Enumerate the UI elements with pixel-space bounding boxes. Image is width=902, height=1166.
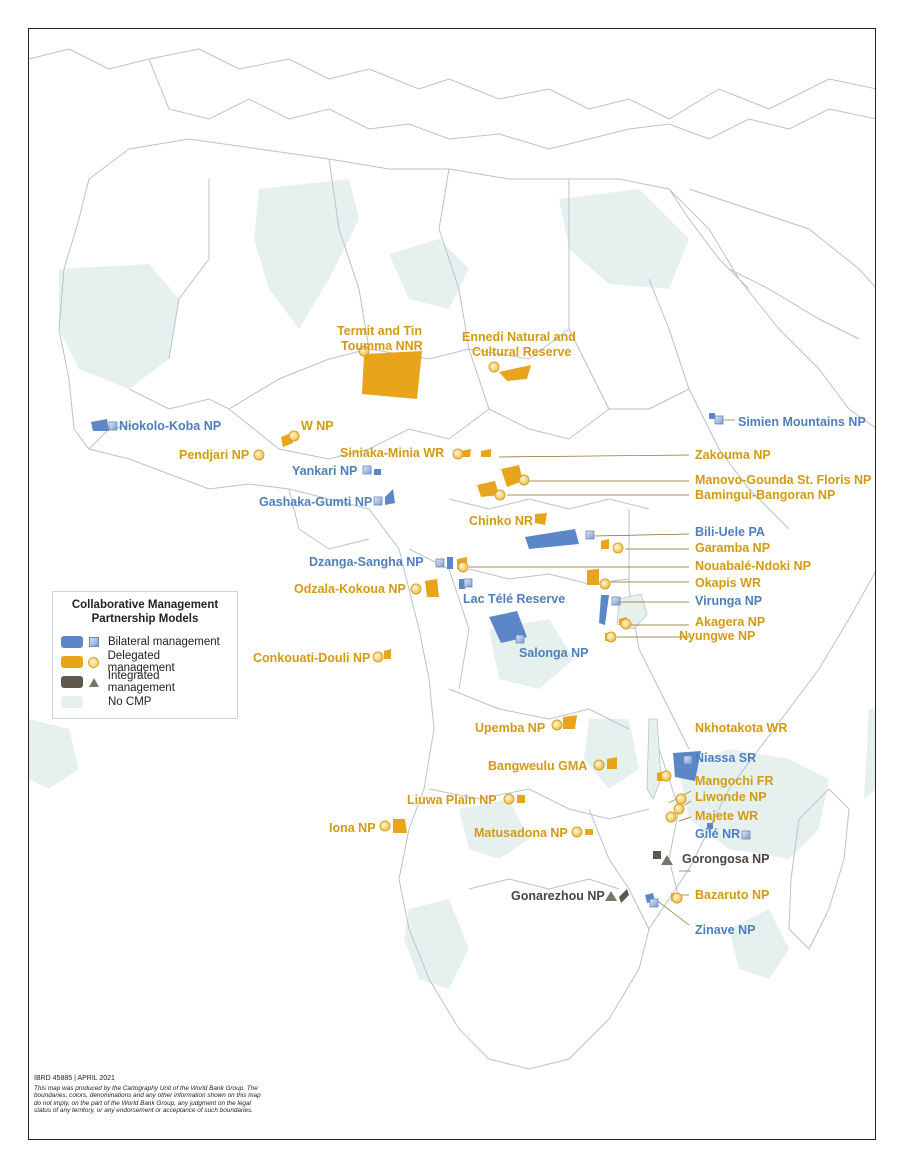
circle-icon [88,656,100,668]
legend-title: Collaborative Management Partnership Mod… [71,599,219,625]
lactele-area [459,579,465,589]
label-manovo: Manovo-Gounda St. Floris NP [695,473,871,487]
label-liuwa: Liuwa Plain NP [407,793,497,807]
legend: Collaborative Management Partnership Mod… [52,591,238,719]
protected-areas-no-cmp [29,179,875,989]
map-labels: Termit and Tin Toumma NNR Ennedi Natural… [119,324,871,937]
map-frame: Termit and Tin Toumma NNR Ennedi Natural… [28,28,876,1140]
label-gonarezhou: Gonarezhou NP [511,889,605,903]
legend-label: Integrated management [107,670,175,694]
dzanga-area [447,557,453,569]
label-wnp: W NP [301,419,334,433]
legend-item-bilateral: Bilateral management [61,632,229,652]
conkouati-area [384,649,391,659]
virunga-area [599,595,609,625]
label-nkhotakota: Nkhotakota WR [695,721,787,735]
legend-label: Bilateral management [108,636,220,648]
label-niokolo: Niokolo-Koba NP [119,419,221,433]
no-cmp-swatch [61,696,83,708]
label-nyungwe: Nyungwe NP [679,629,755,643]
legend-label: Delegated management [107,650,175,674]
label-akagera: Akagera NP [695,615,765,629]
label-termit-1: Termit and Tin [337,324,422,338]
biliuele-area [525,529,579,549]
niassa-area [673,751,701,781]
bamingui-area [477,481,499,497]
label-liwonde: Liwonde NP [695,790,767,804]
label-termit-2: Toumma NNR [341,339,423,353]
country-borders [29,48,875,1070]
bangweulu-area [607,757,617,769]
square-icon [89,637,99,647]
label-zinave: Zinave NP [695,923,755,937]
legend-label: No CMP [108,696,152,708]
map-id: IBRD 45885 | APRIL 2021 [34,1075,115,1082]
label-ennedi-1: Ennedi Natural and [462,330,576,344]
termit-area [362,351,422,399]
label-bangweulu: Bangweulu GMA [488,759,587,773]
label-iona: Iona NP [329,821,376,835]
disclaimer: This map was produced by the Cartography… [34,1084,261,1115]
label-odzala: Odzala-Kokoua NP [294,582,406,596]
label-pendjari: Pendjari NP [179,448,249,462]
gorongosa-triangle [661,855,673,865]
label-yankari: Yankari NP [292,464,357,478]
label-gile: Gilé NR [695,827,740,841]
triangle-icon [88,677,99,687]
label-mangochi: Mangochi FR [695,774,773,788]
label-nouabale: Nouabalé-Ndoki NP [695,559,811,573]
yankari-area [374,469,381,475]
bilateral-swatch [61,636,83,648]
gonarezhou-area [619,889,629,903]
label-majete: Majete WR [695,809,758,823]
gonarezhou-triangle [605,891,617,901]
integrated-swatch [61,676,83,688]
label-dzanga: Dzanga-Sangha NP [309,555,424,569]
label-salonga: Salonga NP [519,646,588,660]
label-okapis: Okapis WR [695,576,761,590]
label-chinko: Chinko NR [469,514,533,528]
credits: IBRD 45885 | APRIL 2021 This map was pro… [34,1075,264,1115]
label-siniaka: Siniaka-Minia WR [340,446,444,460]
africa-map[interactable]: Termit and Tin Toumma NNR Ennedi Natural… [29,29,876,1140]
label-garamba: Garamba NP [695,541,770,555]
gashaka-area [385,489,395,505]
gile-area [707,823,713,829]
label-niassa: Niassa SR [695,751,756,765]
label-lactele: Lac Télé Reserve [463,592,565,606]
legend-item-integrated: Integrated management [61,670,229,694]
zakouma-area [481,449,491,457]
siniaka-area [461,449,471,457]
label-gashaka: Gashaka-Gumti NP [259,495,372,509]
odzala-area [425,579,439,597]
upemba-area [563,715,577,729]
legend-item-delegated: Delegated management [61,650,229,674]
manovo-area [501,465,523,487]
label-ennedi-2: Cultural Reserve [472,345,571,359]
okapis-area [587,569,599,585]
delegated-swatch [61,656,83,668]
label-matusadona: Matusadona NP [474,826,568,840]
ennedi-area [499,365,531,381]
liuwa-area [517,795,525,803]
leader-lines [469,419,735,926]
label-gorongosa: Gorongosa NP [682,852,770,866]
label-conkouati: Conkouati-Douli NP [253,651,370,665]
legend-item-no-cmp: No CMP [61,692,229,712]
iona-area [393,819,407,833]
label-bamingui: Bamingui-Bangoran NP [695,488,835,502]
garamba-area [601,539,609,549]
label-bazaruto: Bazaruto NP [695,888,769,902]
label-virunga: Virunga NP [695,594,762,608]
label-upemba: Upemba NP [475,721,545,735]
matusadona-area [585,829,593,835]
simien-area [709,413,715,419]
chinko-area [535,513,547,525]
label-simien: Simien Mountains NP [738,415,866,429]
label-biliuele: Bili-Uele PA [695,525,765,539]
symbol-markers [108,345,751,908]
label-zakouma: Zakouma NP [695,448,771,462]
niokolo-area [91,419,109,431]
gorongosa-area [653,851,661,859]
